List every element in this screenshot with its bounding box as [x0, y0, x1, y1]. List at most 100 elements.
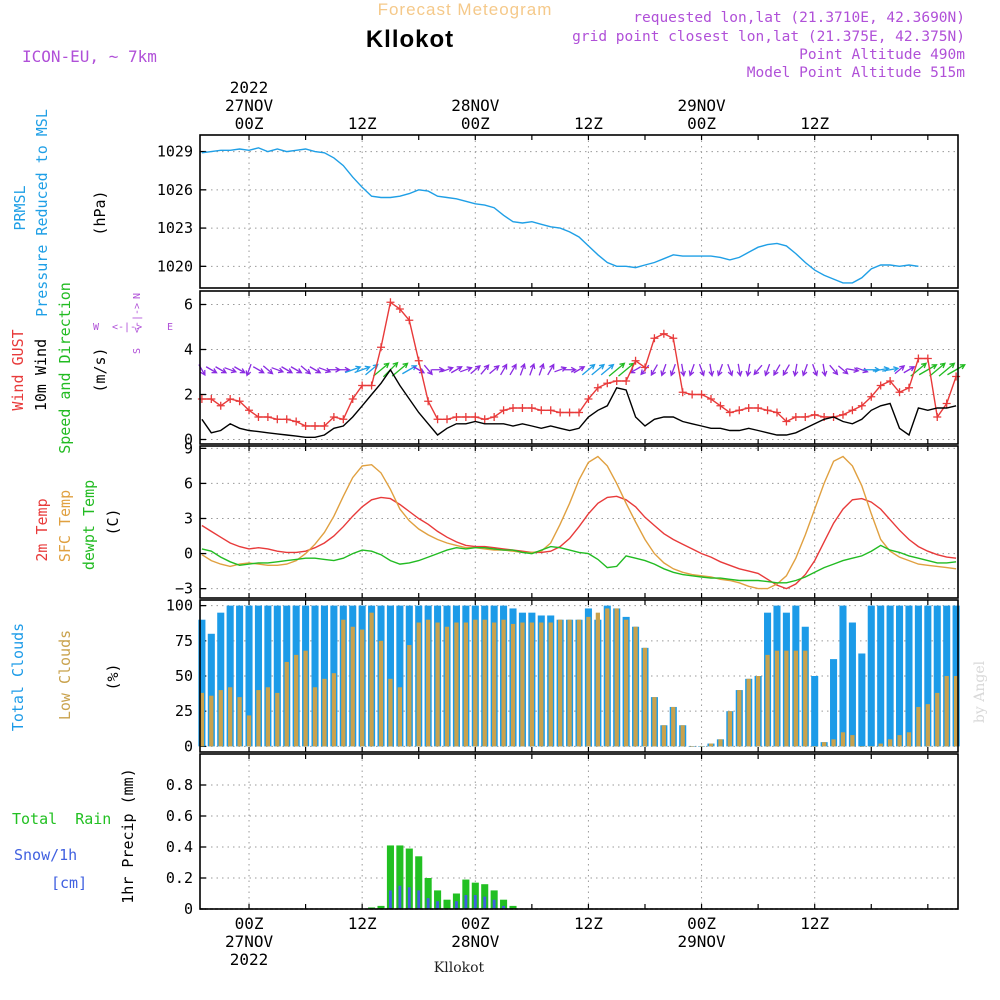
bottom-time-label: 28NOV	[451, 932, 500, 951]
gust-point	[207, 395, 216, 403]
gust-point	[754, 404, 763, 412]
wind-arrow	[669, 363, 676, 377]
wind-arrow	[882, 366, 900, 372]
prmsl-unit: (hPa)	[91, 190, 109, 235]
gust-point	[876, 381, 885, 390]
low-cloud-bar	[256, 690, 261, 747]
rain-bar	[462, 879, 470, 909]
low-cloud-bar	[558, 619, 563, 747]
sfc-temp-series	[201, 455, 957, 590]
bottom-time-label: 29NOV	[677, 932, 726, 951]
y-tick-label: 0.2	[166, 869, 193, 887]
y-tick-label: 4	[184, 341, 193, 359]
wind-arrow	[252, 366, 265, 374]
bottom-time-label: 12Z	[574, 914, 603, 933]
low-cloud-bar	[878, 743, 883, 747]
gust-point	[706, 395, 715, 403]
gust-point	[593, 383, 602, 392]
model-name: ICON-EU, ~ 7km	[22, 47, 157, 66]
total-cloud-bar	[867, 605, 875, 747]
wind-arrow	[812, 363, 819, 377]
wind-gust-series	[201, 301, 957, 427]
low-cloud-bar	[727, 711, 732, 747]
clouds-unit: (%)	[104, 663, 122, 690]
gust-point	[867, 392, 876, 401]
gust-point	[518, 404, 527, 412]
pressure-panel: 1020 1023 1026 1029	[157, 134, 959, 289]
gust-point	[367, 381, 376, 390]
y-tick-label: 0	[184, 545, 193, 563]
y-tick-label: 0.8	[166, 776, 193, 794]
total-cloud-bar	[245, 605, 253, 747]
compass-n: N	[132, 293, 143, 299]
snow-bar	[455, 901, 458, 909]
wind-arrow	[344, 365, 362, 374]
gust-point	[348, 395, 357, 403]
wind-arrow	[423, 364, 433, 376]
low-cloud-bar	[407, 645, 412, 747]
wind-unit: (m/s)	[91, 347, 109, 392]
gust-point	[895, 388, 904, 397]
gust-point	[697, 390, 706, 399]
wind-arrow	[764, 363, 771, 377]
wind-arrow	[753, 364, 763, 376]
total-cloud-bar	[236, 605, 244, 747]
low-cloud-bar	[444, 626, 450, 747]
gust-point	[772, 408, 781, 417]
gust-point	[226, 395, 235, 403]
low-cloud-bar	[680, 725, 685, 747]
gust-point	[471, 413, 480, 421]
gust-point	[952, 372, 961, 381]
low-cloud-bar	[840, 732, 846, 747]
wind-arrow	[224, 367, 238, 374]
y-tick-label: 0.6	[166, 807, 193, 825]
wind-arrow	[600, 363, 615, 376]
wind-arrow	[782, 364, 790, 377]
wind-arrow	[460, 366, 473, 373]
gust-point	[942, 399, 951, 408]
wind-arrow	[354, 365, 371, 374]
snow-bar	[502, 905, 505, 909]
low-cloud-bar	[416, 622, 421, 747]
wind-arrow	[929, 362, 946, 377]
total-cloud-bar	[320, 605, 328, 747]
low-cloud-bar	[887, 739, 893, 747]
total-cloud-bar	[858, 653, 866, 747]
low-cloud-bar	[737, 690, 742, 747]
low-cloud-bar	[294, 654, 299, 747]
gust-point	[273, 415, 282, 424]
wind-arrow	[529, 362, 536, 376]
low-cloud-bar	[935, 692, 940, 747]
prmsl-label: PRMSL	[11, 185, 29, 230]
temperature-panel: −3 0 3 6 9	[175, 439, 959, 599]
wind-arrow	[918, 364, 938, 376]
wind-arrow	[480, 364, 490, 375]
gust-point	[527, 404, 536, 412]
gust-point	[763, 406, 772, 415]
top-time-label: 12Z	[574, 114, 603, 133]
gust-point	[575, 408, 583, 417]
y-tick-label: 2	[184, 386, 193, 404]
low-cloud-bar	[718, 739, 723, 747]
total-cloud-bar	[217, 612, 225, 747]
wind-arrow	[309, 366, 322, 374]
total-cloud-bar	[839, 605, 847, 747]
wind-arrow	[829, 364, 839, 376]
wind-arrow	[698, 363, 706, 377]
y-tick-label: 1029	[157, 143, 193, 161]
low-cloud-bar	[454, 622, 459, 747]
wind-arrow	[234, 366, 246, 374]
snow-bar	[407, 887, 411, 909]
total-cloud-bar	[198, 619, 206, 747]
subtitle: Forecast Meteogram	[378, 0, 553, 19]
y-tick-label: 25	[175, 702, 193, 720]
wind-arrow	[563, 366, 577, 373]
gust-point	[433, 415, 442, 424]
top-time-label: 2022	[230, 78, 269, 97]
gust-point	[631, 356, 640, 365]
low-cloud-bar	[925, 704, 930, 747]
total-cloud-bar	[877, 605, 885, 747]
temp-unit: (C)	[104, 508, 122, 535]
wind-arrow	[441, 366, 454, 373]
